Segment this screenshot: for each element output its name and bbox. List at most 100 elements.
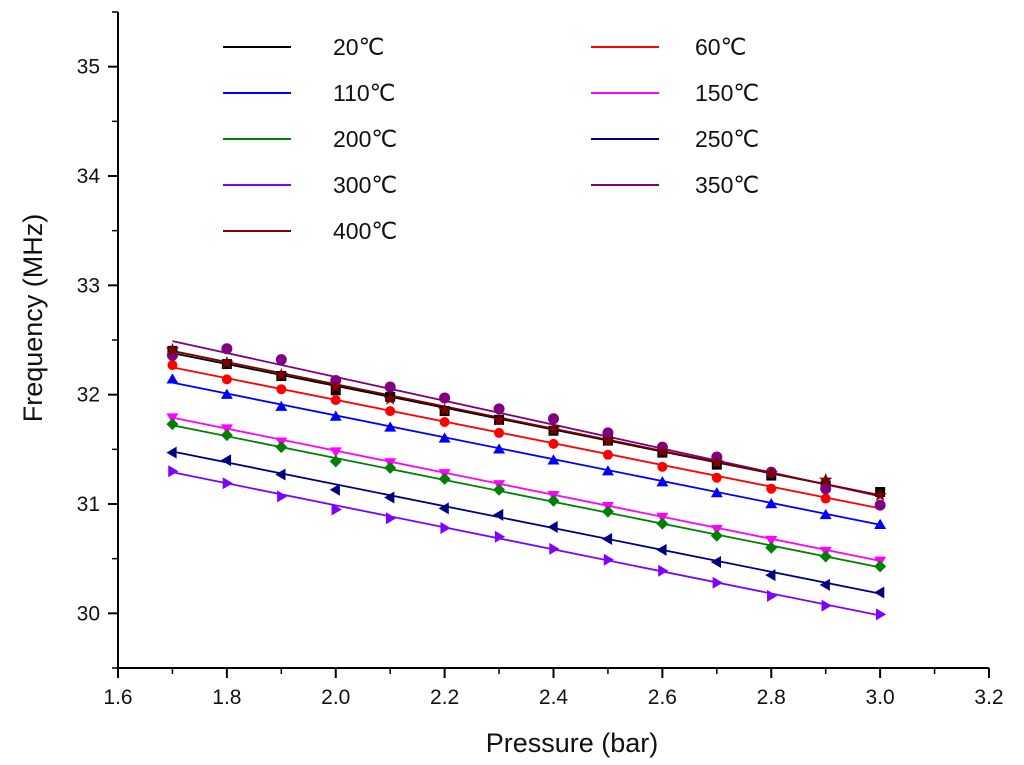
data-point	[712, 576, 723, 589]
data-point	[493, 443, 506, 454]
data-point	[437, 402, 452, 416]
data-point	[385, 406, 396, 417]
y-tick-label: 31	[77, 493, 100, 516]
data-point	[166, 373, 179, 384]
data-point	[603, 553, 614, 566]
data-point	[547, 454, 560, 465]
data-point	[329, 380, 343, 393]
data-point	[819, 578, 830, 591]
data-point	[875, 608, 887, 621]
y-tick-label: 34	[77, 165, 101, 188]
data-point	[384, 381, 396, 393]
data-point	[384, 491, 395, 504]
data-point	[440, 522, 451, 535]
data-point	[601, 433, 615, 447]
data-point	[765, 535, 778, 547]
data-point	[221, 374, 232, 385]
data-point	[764, 466, 778, 480]
fit-line	[172, 381, 881, 526]
data-point	[439, 417, 450, 427]
data-point	[820, 493, 831, 504]
legend-label: 250℃	[695, 126, 759, 152]
data-point	[329, 447, 342, 458]
data-point	[277, 490, 288, 503]
data-point	[383, 392, 397, 405]
x-tick-label: 1.8	[212, 686, 241, 709]
plot-area: 1.6 1.8 2.0 2.2 2.4 2.6 2.8 3.0 3.2 30 31 32 33 34 35	[77, 11, 1004, 709]
legend-label: 350℃	[695, 172, 759, 198]
data-point	[275, 441, 288, 454]
data-point	[602, 427, 614, 439]
data-point	[656, 543, 667, 556]
data-point	[765, 541, 778, 554]
fit-line	[172, 416, 881, 562]
data-point	[710, 529, 723, 542]
fit-line	[172, 350, 881, 497]
data-point	[275, 400, 288, 411]
data-point	[602, 449, 613, 460]
legend-label: 300℃	[333, 172, 397, 198]
data-point	[766, 483, 777, 494]
data-point	[384, 461, 397, 474]
y-ticks: 30 31 32 33 34 35	[77, 11, 118, 669]
x-tick-label: 2.2	[430, 686, 459, 709]
data-point	[330, 395, 341, 406]
data-point	[329, 483, 340, 496]
data-point	[222, 477, 233, 490]
data-point	[819, 508, 832, 520]
data-point	[601, 532, 613, 545]
data-point	[711, 472, 722, 483]
data-point	[821, 599, 832, 612]
x-tick-label: 2.6	[648, 686, 677, 709]
data-point	[657, 461, 668, 472]
y-axis-title: Frequency (MHz)	[18, 214, 48, 423]
legend-label: 110℃	[333, 80, 396, 106]
data-point	[874, 560, 887, 573]
data-point	[819, 550, 832, 563]
data-point	[220, 388, 233, 399]
x-tick-label: 2.8	[757, 686, 786, 709]
data-point	[493, 403, 505, 415]
y-tick-label: 33	[77, 274, 100, 297]
legend-label: 150℃	[695, 80, 759, 106]
data-point	[384, 421, 397, 432]
data-point	[820, 483, 832, 495]
data-point	[275, 468, 286, 481]
x-tick-label: 3.2	[974, 686, 1003, 709]
data-point	[601, 505, 614, 518]
data-point	[494, 427, 505, 438]
data-point	[819, 472, 833, 486]
data-point	[493, 508, 504, 521]
data-point	[276, 384, 287, 395]
data-point	[438, 432, 451, 443]
y-tick-label: 30	[77, 602, 100, 625]
data-point	[329, 410, 342, 421]
fit-line	[172, 471, 881, 617]
x-tick-label: 2.4	[539, 686, 569, 709]
data-point	[873, 488, 887, 501]
data-point	[220, 429, 233, 442]
data-point	[221, 343, 233, 355]
data-point	[220, 355, 234, 369]
data-point	[710, 555, 722, 568]
data-point	[874, 586, 885, 599]
data-point	[549, 542, 560, 555]
data-point	[493, 483, 506, 496]
legend-label: 200℃	[333, 126, 397, 152]
y-tick-label: 32	[77, 384, 100, 407]
legend-label: 60℃	[695, 34, 746, 60]
data-point	[331, 503, 342, 516]
x-axis-title: Pressure (bar)	[486, 728, 659, 758]
legend-label: 400℃	[333, 218, 397, 244]
data-point	[658, 564, 669, 577]
data-point	[710, 455, 724, 469]
data-point	[765, 498, 778, 509]
data-point	[710, 487, 723, 498]
data-point	[874, 518, 887, 529]
data-point	[167, 360, 178, 371]
data-point	[438, 502, 449, 515]
data-point	[274, 367, 288, 381]
fit-line	[172, 450, 881, 595]
data-point	[275, 354, 287, 366]
